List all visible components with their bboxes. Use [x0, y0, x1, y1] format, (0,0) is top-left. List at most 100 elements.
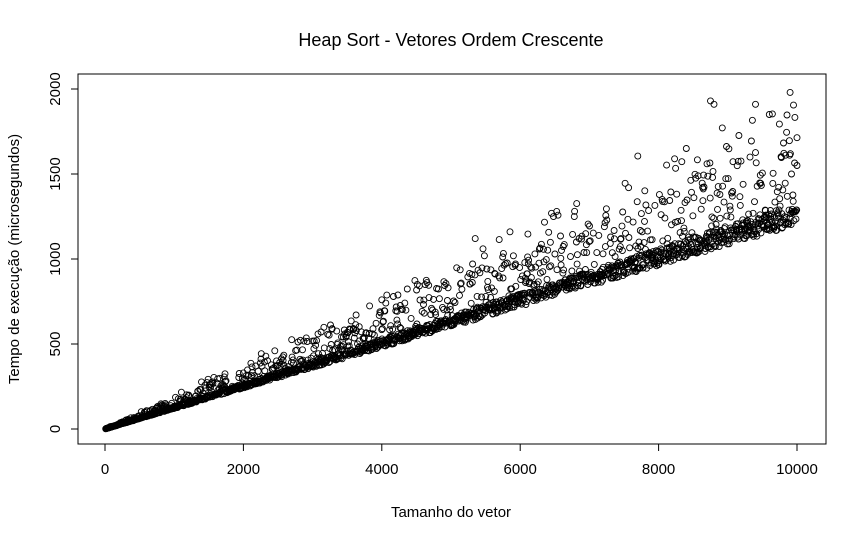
data-point — [729, 188, 737, 195]
data-point — [216, 374, 224, 382]
data-point — [345, 338, 352, 346]
data-point — [577, 282, 585, 290]
data-point — [441, 282, 449, 289]
data-point — [618, 222, 626, 230]
data-point — [610, 227, 618, 234]
data-point — [600, 223, 608, 231]
data-point — [456, 266, 464, 274]
data-point — [703, 160, 711, 168]
data-point — [746, 153, 754, 161]
data-point — [791, 113, 799, 121]
data-point — [545, 228, 553, 236]
data-point — [641, 217, 648, 225]
data-point — [288, 336, 296, 344]
data-point — [369, 325, 377, 333]
data-point — [553, 266, 561, 274]
data-point — [198, 378, 205, 386]
data-point — [478, 264, 486, 272]
data-point — [280, 351, 288, 359]
data-point — [675, 244, 683, 252]
data-point — [601, 243, 609, 251]
data-point — [390, 340, 398, 348]
data-point — [425, 281, 433, 289]
data-point — [735, 132, 743, 139]
data-point — [383, 291, 391, 299]
data-point — [393, 316, 401, 324]
data-point — [716, 214, 724, 222]
data-point — [420, 301, 427, 308]
data-point — [331, 346, 339, 354]
data-point — [487, 266, 495, 274]
data-point — [540, 245, 547, 253]
data-point — [625, 234, 633, 241]
data-point — [387, 322, 395, 330]
data-point — [610, 235, 618, 243]
data-point — [789, 197, 797, 205]
data-point — [271, 347, 279, 355]
x-tick-label: 6000 — [504, 461, 537, 478]
data-point — [524, 253, 532, 261]
data-point — [571, 207, 579, 215]
data-point — [420, 309, 428, 317]
data-point — [729, 158, 737, 166]
data-point — [685, 239, 693, 247]
data-point — [416, 296, 424, 304]
data-point — [607, 233, 615, 241]
data-point — [752, 159, 760, 167]
data-point — [553, 207, 561, 215]
data-point — [792, 208, 800, 215]
data-point — [477, 313, 485, 321]
data-point — [357, 328, 365, 336]
data-point — [693, 156, 701, 164]
data-point — [783, 192, 791, 200]
data-point — [725, 145, 733, 153]
data-point — [739, 180, 747, 188]
data-point — [411, 277, 419, 285]
data-point — [478, 293, 486, 301]
data-point — [360, 334, 368, 342]
data-point — [512, 260, 519, 268]
data-point — [506, 304, 514, 312]
data-point — [425, 294, 433, 302]
data-point — [428, 304, 435, 312]
data-point — [602, 212, 610, 219]
data-point — [603, 216, 611, 224]
data-point — [599, 276, 607, 284]
data-point — [523, 298, 531, 306]
data-point — [747, 137, 755, 145]
data-point — [736, 201, 744, 209]
data-point — [527, 263, 535, 271]
data-point — [382, 299, 390, 307]
data-point — [440, 305, 448, 313]
data-point — [616, 243, 624, 251]
data-point — [678, 158, 686, 166]
data-point — [710, 100, 718, 108]
data-point — [254, 367, 262, 375]
data-point — [793, 134, 801, 142]
data-point — [621, 179, 629, 187]
data-point — [239, 369, 247, 377]
data-point — [769, 179, 777, 187]
data-point — [768, 110, 776, 118]
data-point — [310, 345, 318, 353]
data-point — [468, 270, 476, 278]
data-point — [719, 182, 727, 190]
data-point — [716, 191, 724, 198]
data-point — [570, 213, 578, 221]
data-point — [480, 252, 488, 260]
data-point — [637, 210, 645, 218]
data-point — [235, 370, 243, 377]
data-point — [758, 169, 766, 177]
data-point — [699, 197, 707, 205]
data-point — [466, 280, 474, 288]
data-point — [573, 260, 581, 268]
data-point — [773, 219, 781, 227]
data-point — [666, 257, 674, 265]
data-point — [525, 256, 533, 264]
data-point — [752, 149, 759, 157]
data-point — [624, 268, 632, 276]
data-point — [785, 137, 793, 145]
data-point — [707, 97, 714, 105]
data-point — [558, 246, 565, 254]
data-point — [734, 157, 742, 165]
